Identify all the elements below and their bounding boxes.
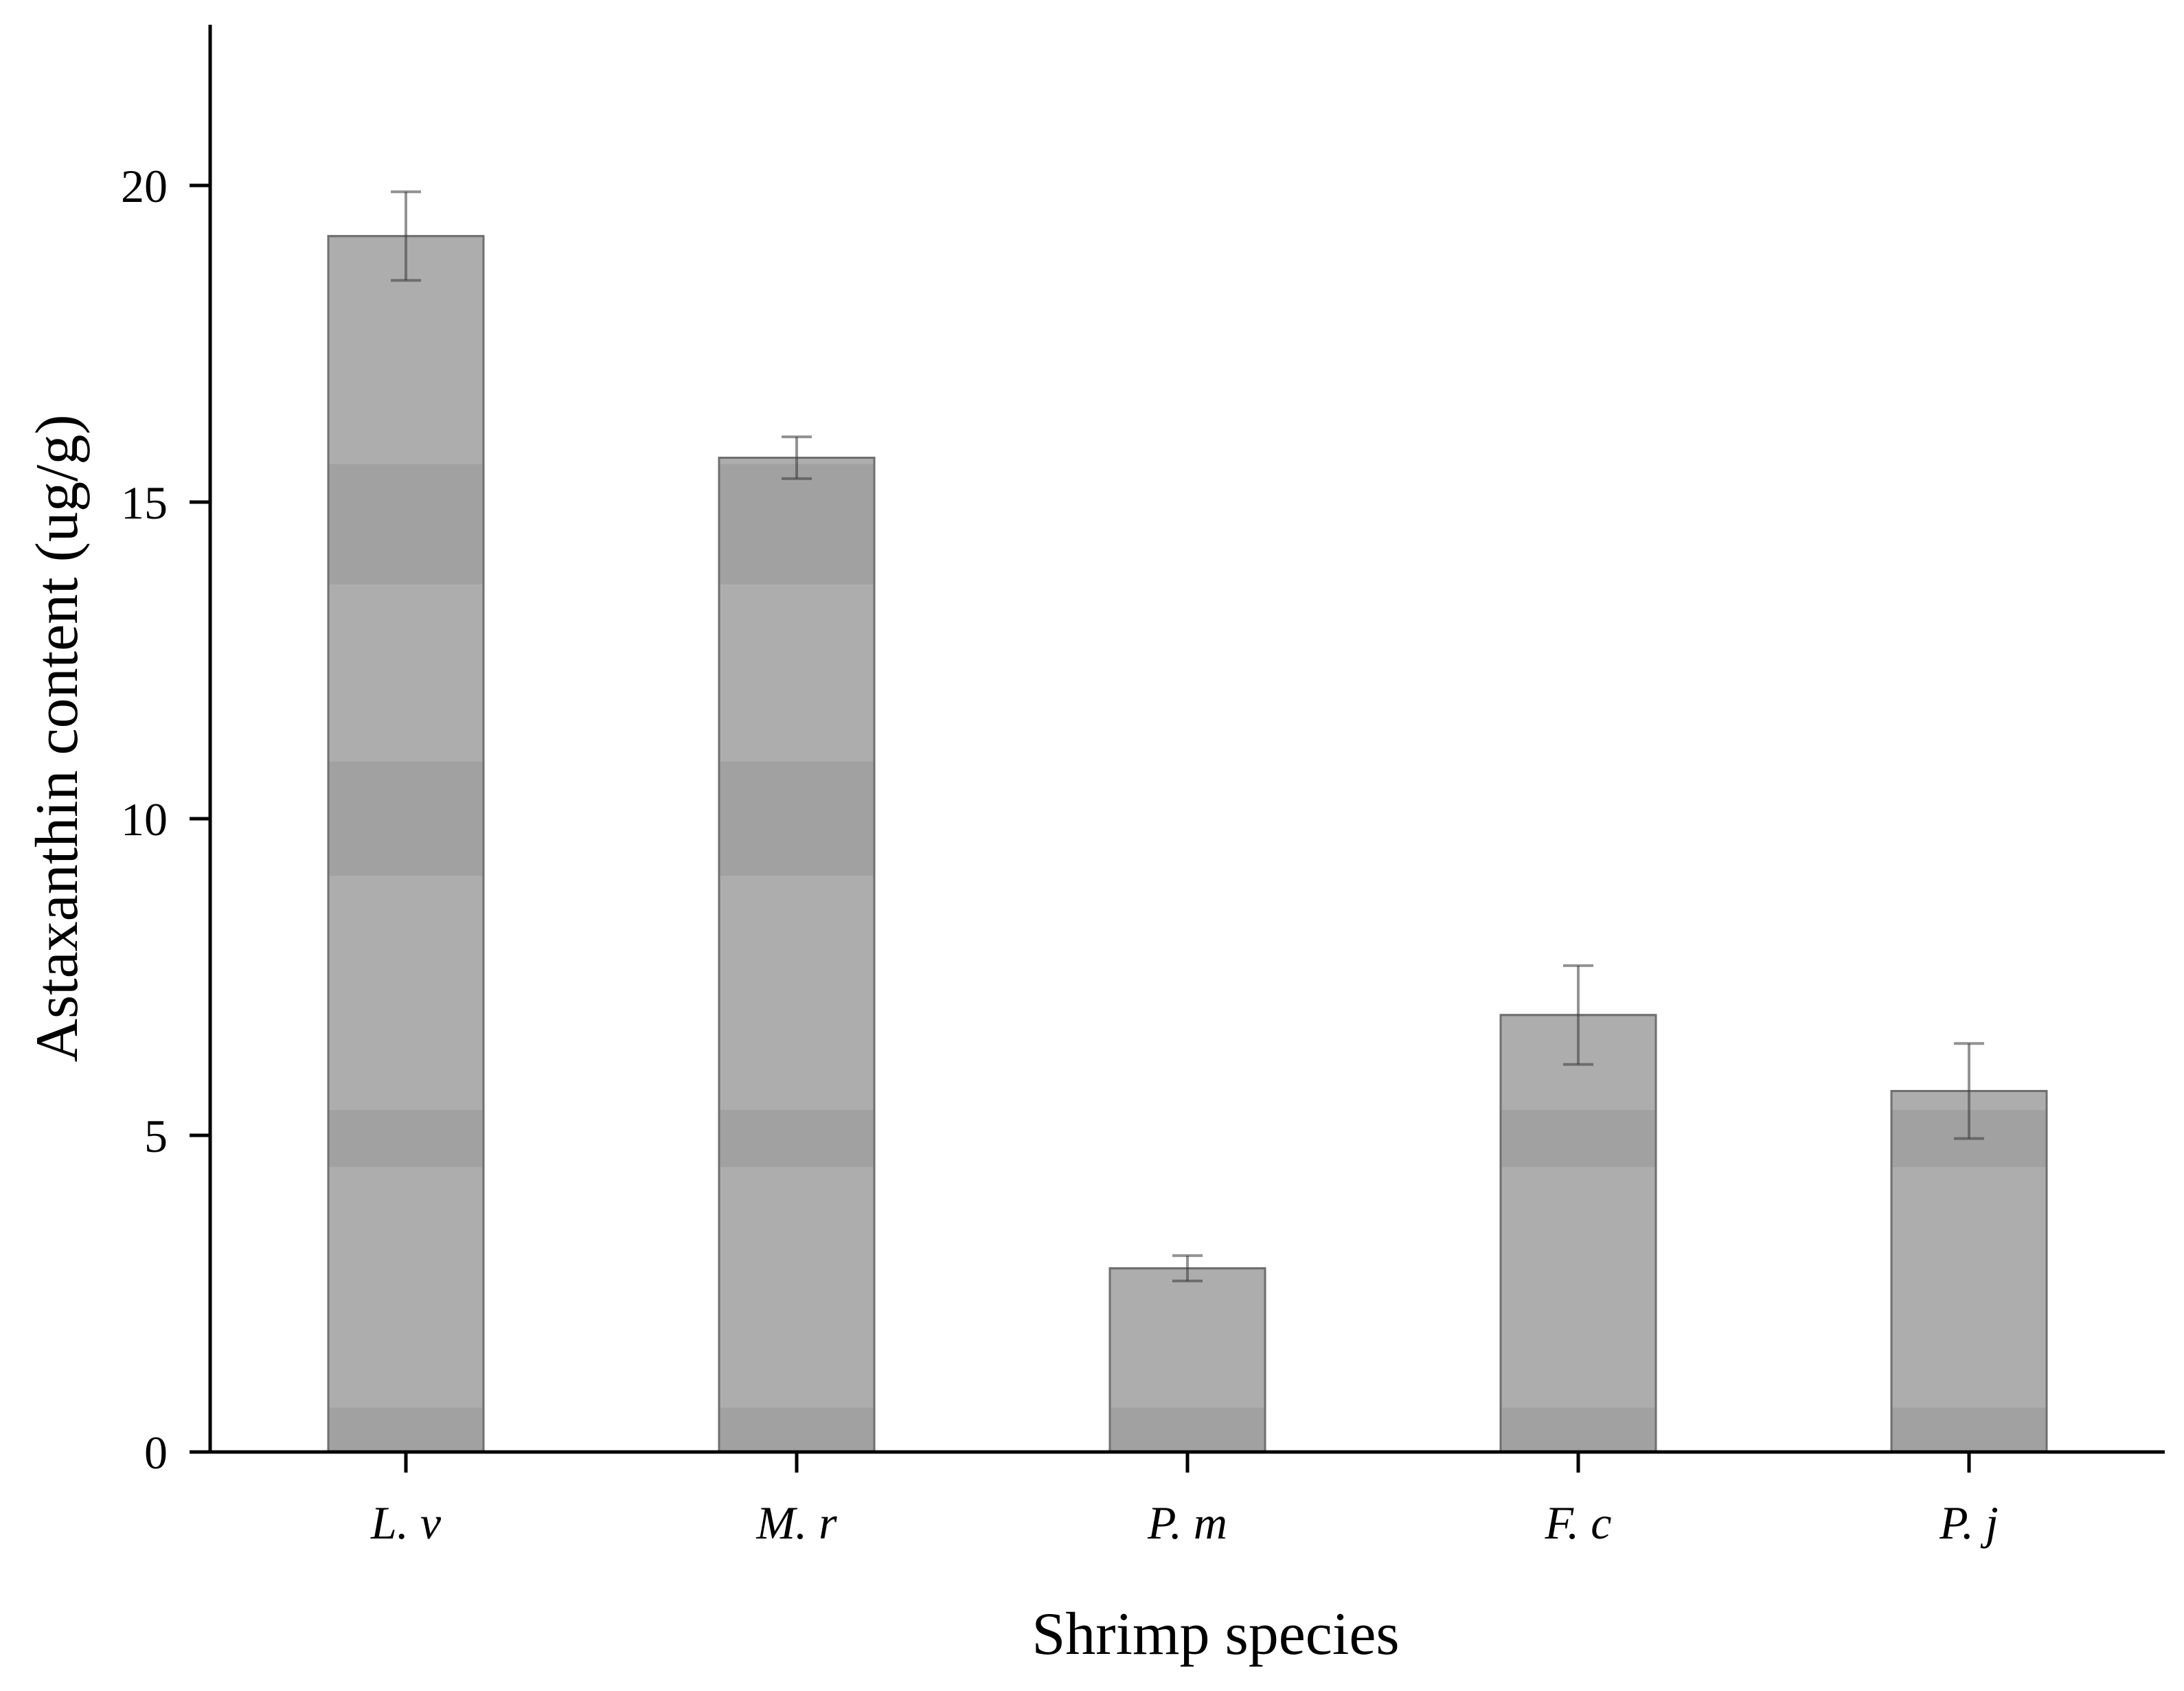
x-tick-label: P. m xyxy=(1147,1497,1227,1549)
bar-shade-band xyxy=(329,1407,483,1452)
bar-shade-band xyxy=(720,1407,874,1452)
x-ticks-layer: L. v M. r P. m F. c P. j xyxy=(370,1452,1999,1549)
x-tick-label: L. v xyxy=(370,1497,442,1549)
error-bars-layer xyxy=(391,190,1984,1283)
bar-shade-band xyxy=(329,762,483,876)
bar-shade-band xyxy=(720,464,874,585)
y-tick-label: 15 xyxy=(121,477,168,529)
bar-shade-band xyxy=(1501,1110,1655,1168)
error-bar xyxy=(1172,1254,1203,1283)
y-tick-label: 20 xyxy=(121,160,168,212)
bar-group xyxy=(327,235,485,1453)
y-tick-label: 10 xyxy=(121,793,168,845)
error-bar xyxy=(1954,1042,1984,1140)
bar xyxy=(718,456,876,1453)
bar-group xyxy=(1499,1014,1657,1453)
bar-shade-band xyxy=(1892,1407,2046,1452)
error-bar xyxy=(782,435,812,480)
bar-shade-band xyxy=(720,762,874,876)
bar-shade-band xyxy=(329,1110,483,1168)
x-tick-label: P. j xyxy=(1939,1497,1999,1549)
bars-layer xyxy=(327,235,2048,1453)
bar-group xyxy=(718,456,876,1453)
y-tick-label: 0 xyxy=(144,1427,168,1479)
bar xyxy=(1499,1014,1657,1453)
bar-group xyxy=(1890,1089,2048,1453)
error-bar xyxy=(391,190,421,282)
bar-shade-band xyxy=(329,464,483,585)
bar-shade-band xyxy=(1111,1407,1264,1452)
bar-group xyxy=(1108,1267,1266,1453)
bar-shade-band xyxy=(720,1110,874,1168)
y-axis-title: Astaxanthin content (ug/g) xyxy=(24,414,91,1062)
y-ticks-layer: 0 5 10 15 20 xyxy=(121,160,210,1479)
x-axis-title: Shrimp species xyxy=(1032,1601,1399,1668)
x-tick-label: F. c xyxy=(1545,1497,1612,1549)
error-bar xyxy=(1563,964,1593,1066)
y-tick-label: 5 xyxy=(144,1110,168,1162)
x-tick-label: M. r xyxy=(755,1497,837,1549)
bar-shade-band xyxy=(1501,1407,1655,1452)
